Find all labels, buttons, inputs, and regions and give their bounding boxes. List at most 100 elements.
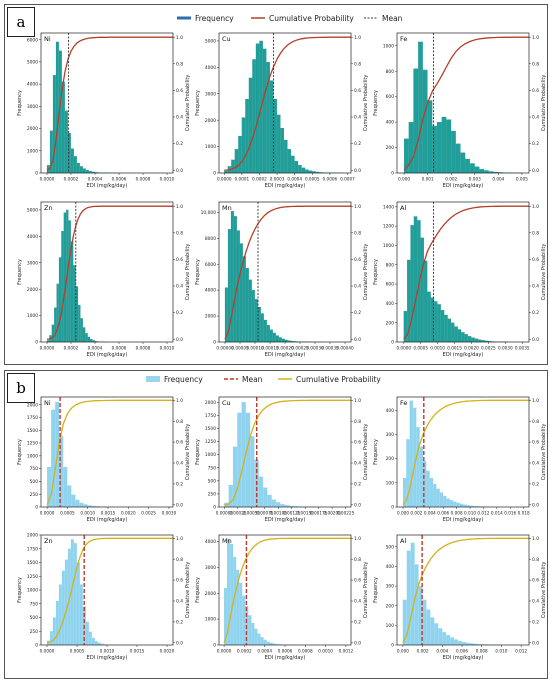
y2-tick-label: 0.8 xyxy=(354,419,361,425)
y2-tick-label: 0.4 xyxy=(176,284,183,290)
x-tick-label: 0.0010 xyxy=(160,346,175,351)
bar xyxy=(450,638,454,645)
bar xyxy=(416,427,419,507)
y2-tick-label: 0.6 xyxy=(176,88,183,94)
x-tick-label: 0.0008 xyxy=(136,346,151,351)
y2-tick-label: 0.6 xyxy=(176,440,183,446)
y-tick-label: 2000 xyxy=(205,400,216,406)
y-tick-label: 600 xyxy=(386,94,395,100)
y-tick-label: 6000 xyxy=(205,262,216,268)
bar xyxy=(432,126,437,173)
bar xyxy=(252,290,255,342)
bar xyxy=(62,82,65,173)
y2-tick-label: 0.8 xyxy=(176,230,183,236)
bar xyxy=(264,640,267,645)
bar xyxy=(288,149,291,173)
y-tick-label: 3000 xyxy=(205,565,216,571)
y-tick-label: 10,000 xyxy=(201,210,217,216)
y-tick-label: 1000 xyxy=(27,453,38,459)
bar xyxy=(95,641,98,645)
bar xyxy=(427,292,430,342)
y2-tick-label: 0.6 xyxy=(532,257,539,263)
y2-tick-label: 0.4 xyxy=(532,115,539,121)
y-tick-label: 100 xyxy=(386,623,395,629)
y-tick-label: 0 xyxy=(35,340,38,346)
x-tick-label: 0.0002 xyxy=(252,177,267,182)
bar xyxy=(440,492,443,507)
y-tick-label: 0 xyxy=(391,643,394,649)
panel-a-figure: Frequency Cumulative Probability Mean Ni… xyxy=(5,5,547,364)
bar xyxy=(428,100,433,173)
y2-tick-label: 1.0 xyxy=(354,536,361,542)
bar xyxy=(430,618,434,646)
y2-tick-label: 0.0 xyxy=(354,168,361,174)
bar xyxy=(465,159,470,173)
y2-tick-label: 0.0 xyxy=(176,502,183,508)
y2-tick-label: 0.0 xyxy=(354,502,361,508)
y-tick-label: 2000 xyxy=(27,533,38,539)
y-tick-label: 250 xyxy=(208,492,217,498)
x-tick-label: 0.0002 xyxy=(237,649,252,654)
bar xyxy=(246,413,250,507)
bar xyxy=(444,315,447,342)
y-tick-label: 5000 xyxy=(27,208,38,214)
y-tick-label: 1500 xyxy=(27,428,38,434)
y2-tick-label: 0.2 xyxy=(532,482,539,488)
x-tick-label: 0.0008 xyxy=(298,649,313,654)
x-tick-label: 0.0012 xyxy=(339,649,354,654)
y2-tick-label: 0.6 xyxy=(532,440,539,446)
bar xyxy=(88,337,90,342)
y-tick-label: 600 xyxy=(386,282,395,288)
bar xyxy=(80,585,83,646)
bar xyxy=(261,637,264,645)
x-tick-label: 0.0010 xyxy=(430,346,445,351)
bar xyxy=(83,169,86,173)
x-tick-label: 0.0004 xyxy=(287,177,302,182)
bar xyxy=(441,310,444,342)
x-tick-label: 0.0006 xyxy=(112,346,127,351)
y-tick-label: 2000 xyxy=(27,126,38,132)
bar xyxy=(446,635,450,645)
bar xyxy=(450,500,453,507)
x-tick-label: 0.002 xyxy=(445,177,457,182)
bar xyxy=(246,268,249,342)
y-tick-label: 1200 xyxy=(383,224,394,230)
y2-tick-label: 0.6 xyxy=(532,578,539,584)
x-tick-label: 0.000 xyxy=(397,649,409,654)
y-tick-label: 500 xyxy=(30,615,39,621)
x-tick-label: 0.002 xyxy=(410,511,422,516)
y-tick-label: 5000 xyxy=(205,39,216,45)
bar xyxy=(451,323,454,342)
bar xyxy=(59,585,62,646)
bar xyxy=(465,334,468,342)
bar xyxy=(237,413,241,507)
x-tick-label: 0.0006 xyxy=(112,177,127,182)
bar xyxy=(455,327,458,342)
legend-a-cumulative-label: Cumulative Probability xyxy=(269,14,354,23)
bar xyxy=(270,330,273,342)
y-tick-label: 2000 xyxy=(205,314,216,320)
x-tick-label: 0.001 xyxy=(422,177,434,182)
bar xyxy=(264,320,267,342)
element-label: Al xyxy=(400,537,406,545)
x-tick-label: 0.0005 xyxy=(70,649,85,654)
y2-tick-label: 0.8 xyxy=(532,230,539,236)
y2-tick-label: 0.6 xyxy=(354,440,361,446)
bar xyxy=(267,642,270,645)
y2-tick-label: 0.0 xyxy=(176,168,183,174)
y-tick-label: 300 xyxy=(386,584,395,590)
legend-b-frequency-label: Frequency xyxy=(164,375,203,384)
panel-a-label: a xyxy=(7,7,35,37)
bar xyxy=(267,325,270,342)
y-tick-label: 300 xyxy=(386,432,395,438)
bar xyxy=(484,170,489,173)
bar xyxy=(61,231,63,342)
bar xyxy=(468,336,471,342)
bar xyxy=(71,495,75,507)
bar xyxy=(478,340,481,342)
y-tick-label: 1750 xyxy=(27,415,38,421)
bar xyxy=(276,502,280,507)
y-tick-label: 3000 xyxy=(205,91,216,97)
